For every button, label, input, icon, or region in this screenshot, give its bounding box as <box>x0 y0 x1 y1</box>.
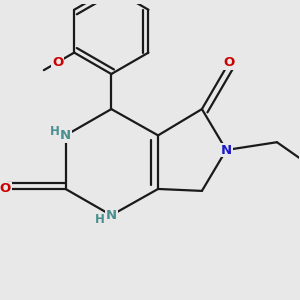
Text: N: N <box>106 209 117 222</box>
Text: H: H <box>95 213 105 226</box>
Text: N: N <box>221 143 232 157</box>
Text: H: H <box>50 125 59 138</box>
Text: N: N <box>60 129 71 142</box>
Text: O: O <box>52 56 63 69</box>
Text: O: O <box>224 56 235 69</box>
Text: O: O <box>0 182 11 196</box>
